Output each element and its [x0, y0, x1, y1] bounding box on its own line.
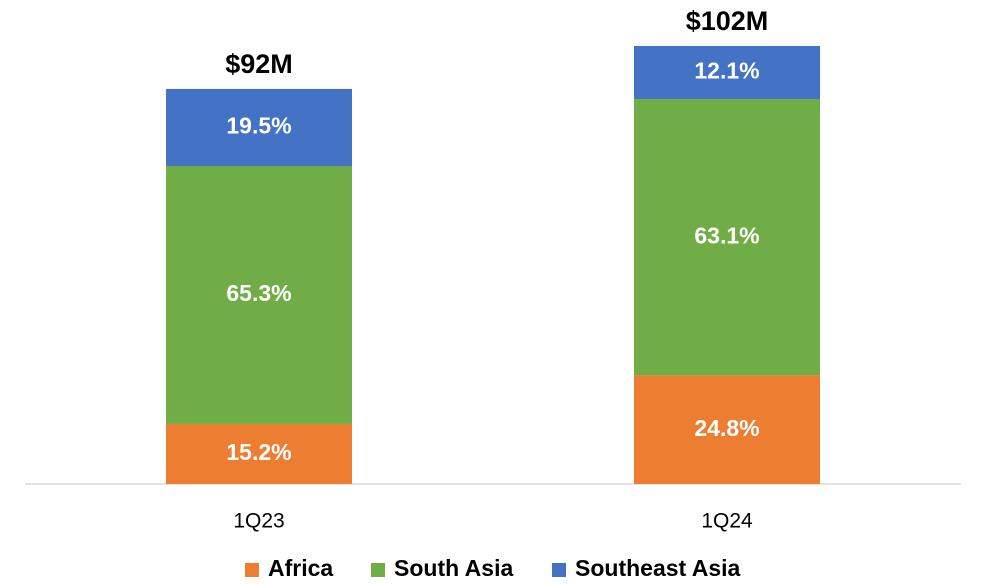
legend-swatch	[552, 563, 566, 577]
segment-label: 24.8%	[694, 415, 759, 441]
bar-segment	[634, 46, 820, 99]
bar-segment	[634, 98, 820, 376]
segment-label: 65.3%	[226, 280, 291, 306]
total-label: $92M	[225, 49, 293, 79]
bar-segment	[166, 165, 352, 424]
x-tick-label: 1Q24	[701, 510, 753, 533]
bar-segment	[166, 423, 352, 484]
legend-swatch	[245, 563, 259, 577]
legend-label: South Asia	[394, 555, 513, 581]
total-label: $102M	[686, 6, 769, 36]
segment-label: 15.2%	[226, 439, 291, 465]
segment-label: 63.1%	[694, 222, 759, 248]
segment-label: 19.5%	[226, 113, 291, 139]
bar-segment	[634, 375, 820, 484]
x-tick-label: 1Q23	[233, 510, 284, 533]
legend-label: Africa	[268, 555, 333, 581]
bar-segment	[166, 88, 352, 166]
segment-label: 12.1%	[694, 58, 759, 84]
legend-label: Southeast Asia	[575, 555, 741, 581]
legend-swatch	[371, 563, 385, 577]
